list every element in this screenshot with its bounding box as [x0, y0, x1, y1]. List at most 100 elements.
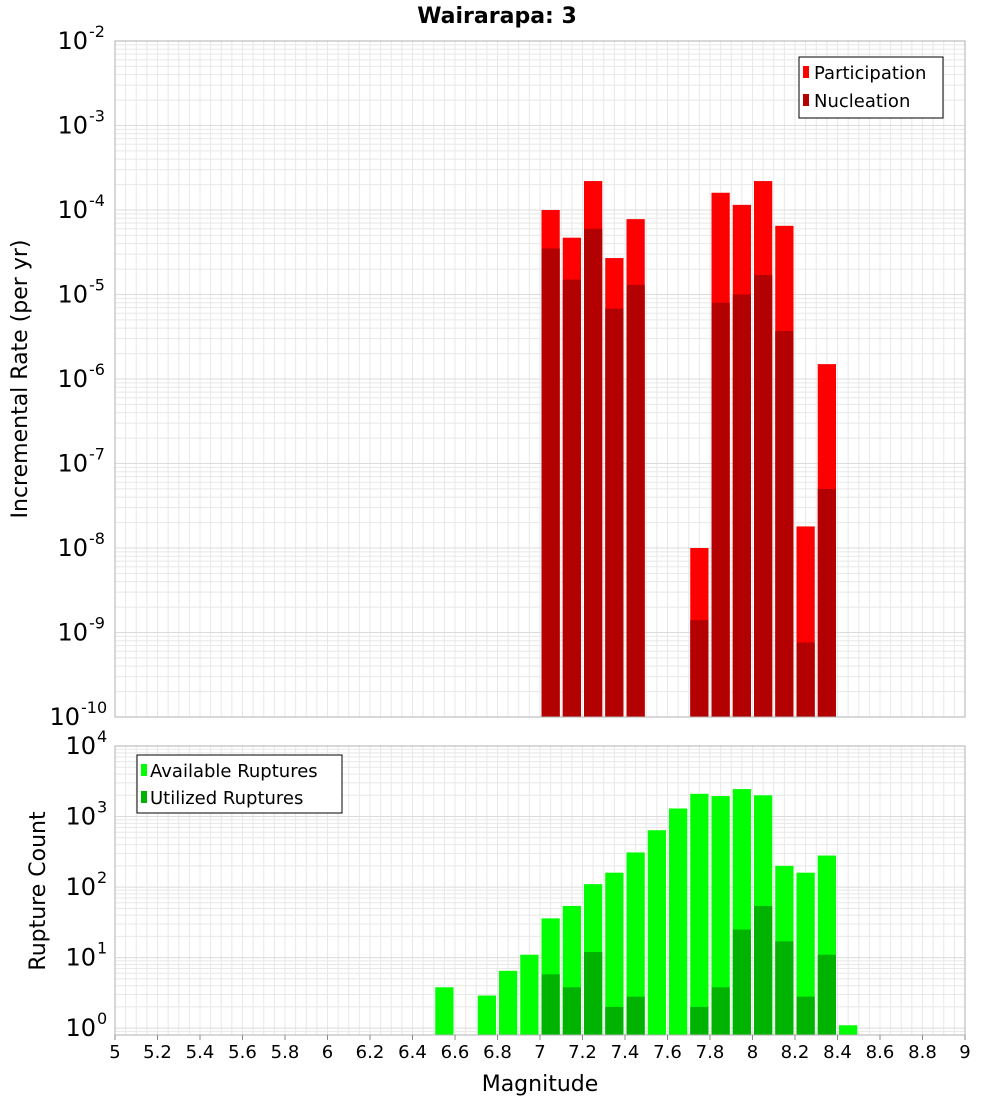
y-tick-exponent: -7 — [89, 445, 105, 464]
x-tick-label: 5 — [109, 1042, 120, 1063]
x-tick-label: 5.2 — [143, 1042, 172, 1063]
x-tick-label: 9 — [959, 1042, 970, 1063]
x-tick-label: 8.4 — [823, 1042, 852, 1063]
legend-swatch-utilized — [141, 791, 147, 803]
y-tick-exponent: -5 — [89, 276, 105, 295]
rate-bars — [541, 181, 836, 718]
bar-utilized-7.25 — [584, 952, 603, 1035]
bar-nucleation-7.25 — [584, 228, 603, 717]
y-tick-exponent: 1 — [97, 939, 107, 958]
x-tick-label: 6.8 — [483, 1042, 512, 1063]
y-tick-base: 10 — [57, 619, 88, 647]
x-tick-labels: 5 5.2 5.4 5.6 5.8 6 6.2 6.4 6.6 6.8 7 7.2 7.4 7.6 7.8 8… — [109, 1035, 971, 1063]
bar-utilized-8.15 — [775, 941, 794, 1035]
y-tick-base: 10 — [49, 703, 80, 731]
y-tick-label: 10 1 — [65, 939, 107, 972]
y-tick-exponent: 0 — [97, 1009, 107, 1028]
rate-gridlines — [114, 40, 966, 718]
bar-utilized-7.95 — [732, 929, 751, 1035]
y-tick-exponent: -3 — [89, 107, 105, 126]
y-tick-base: 10 — [65, 732, 96, 760]
bar-available-7.85 — [711, 796, 730, 1035]
x-tick-label: 6.6 — [441, 1042, 470, 1063]
legend-label-available: Available Ruptures — [150, 761, 318, 782]
bar-nucleation-7.75 — [690, 620, 709, 717]
y-tick-label: 10 -5 — [57, 276, 105, 309]
x-tick-label: 7.8 — [696, 1042, 725, 1063]
bar-nucleation-7.85 — [711, 302, 730, 717]
bar-available-7.65 — [669, 808, 688, 1035]
bar-available-6.75 — [477, 995, 496, 1035]
y-tick-base: 10 — [57, 27, 88, 55]
bar-utilized-8.05 — [754, 905, 773, 1035]
bar-available-7.35 — [605, 872, 624, 1035]
y-tick-exponent: 4 — [97, 727, 107, 746]
x-tick-label: 7.6 — [653, 1042, 682, 1063]
y-tick-label: 10 3 — [65, 798, 107, 831]
y-tick-base: 10 — [65, 873, 96, 901]
y-tick-label: 10 2 — [65, 868, 107, 901]
bar-utilized-7.75 — [690, 1006, 709, 1035]
x-tick-label: 7.4 — [611, 1042, 640, 1063]
y-tick-exponent: 3 — [97, 798, 107, 817]
y-tick-label: 10 -6 — [57, 360, 105, 393]
bar-available-7.55 — [647, 830, 666, 1035]
y-tick-label: 10 -3 — [57, 107, 105, 140]
y-tick-label: 10 -2 — [57, 22, 105, 55]
x-tick-label: 8.8 — [908, 1042, 937, 1063]
bar-nucleation-7.05 — [541, 248, 560, 717]
y-tick-label: 10 -4 — [57, 191, 105, 224]
y-tick-label: 10 -8 — [57, 529, 105, 562]
count-legend-box — [136, 754, 343, 814]
bar-utilized-7.45 — [626, 996, 645, 1035]
x-tick-label: 5.8 — [271, 1042, 300, 1063]
y-tick-base: 10 — [57, 196, 88, 224]
x-tick-label: 6.4 — [398, 1042, 427, 1063]
bar-utilized-7.85 — [711, 987, 730, 1035]
y-tick-base: 10 — [57, 112, 88, 140]
y-tick-base: 10 — [57, 534, 88, 562]
count-bars — [435, 789, 858, 1035]
bar-available-8.45 — [839, 1025, 858, 1035]
y-tick-label: 10 -10 — [49, 698, 107, 731]
x-tick-label: 8.6 — [866, 1042, 895, 1063]
rate-legend-box — [798, 56, 944, 119]
y-tick-base: 10 — [57, 281, 88, 309]
rate-legend: Participation Nucleation — [798, 56, 944, 119]
legend-swatch-participation — [803, 66, 809, 78]
x-tick-label: 5.6 — [228, 1042, 257, 1063]
legend-label-utilized: Utilized Ruptures — [150, 788, 303, 809]
y-tick-base: 10 — [65, 803, 96, 831]
bar-available-7.75 — [690, 793, 709, 1035]
bar-available-6.85 — [499, 970, 518, 1035]
y-tick-base: 10 — [65, 1014, 96, 1042]
x-tick-label: 8.2 — [781, 1042, 810, 1063]
bar-utilized-7.05 — [541, 974, 560, 1035]
bar-nucleation-8.05 — [754, 275, 773, 717]
bar-nucleation-8.35 — [817, 488, 836, 717]
rate-plot-frame — [114, 40, 966, 718]
x-tick-label: 6.2 — [356, 1042, 385, 1063]
bar-available-6.95 — [520, 954, 539, 1035]
bar-nucleation-7.15 — [562, 279, 581, 717]
y-tick-exponent: -6 — [89, 360, 105, 379]
legend-swatch-nucleation — [803, 94, 809, 106]
y-tick-exponent: -10 — [81, 698, 107, 717]
y-tick-base: 10 — [65, 944, 96, 972]
y-tick-exponent: -2 — [89, 22, 105, 41]
bar-utilized-7.35 — [605, 1006, 624, 1035]
y-tick-base: 10 — [57, 450, 88, 478]
y-tick-exponent: -8 — [89, 529, 105, 548]
y-tick-exponent: 2 — [97, 868, 107, 887]
y-tick-label: 10 4 — [65, 727, 107, 760]
bar-nucleation-8.15 — [775, 330, 794, 717]
y-tick-exponent: -4 — [89, 191, 105, 210]
bar-nucleation-7.45 — [626, 284, 645, 717]
bar-nucleation-7.95 — [732, 294, 751, 717]
bar-nucleation-7.35 — [605, 308, 624, 717]
bar-nucleation-8.25 — [796, 642, 815, 717]
